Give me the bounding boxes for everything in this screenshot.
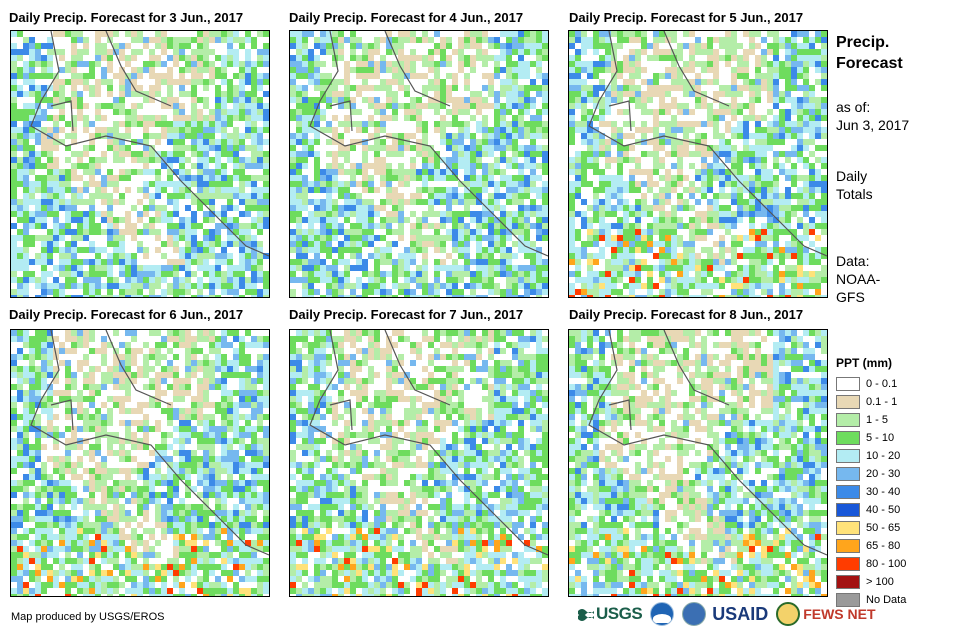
legend-item: 0.1 - 1 — [836, 393, 906, 411]
legend-label: 0 - 0.1 — [866, 378, 898, 390]
legend-swatch — [836, 449, 860, 463]
map-panel-jun5 — [568, 30, 828, 298]
map-panel-jun4 — [289, 30, 549, 298]
legend-swatch — [836, 539, 860, 553]
legend-label: 65 - 80 — [866, 540, 901, 552]
usgs-wave-icon — [578, 609, 594, 621]
legend-label: 30 - 40 — [866, 486, 901, 498]
map-panel-jun7 — [289, 329, 549, 597]
as-of-date: Jun 3, 2017 — [836, 117, 910, 133]
map-panel-jun3 — [10, 30, 270, 298]
legend-swatch — [836, 575, 860, 589]
panel-title-jun3: Daily Precip. Forecast for 3 Jun., 2017 — [9, 10, 244, 25]
legend-title: PPT (mm) — [836, 356, 893, 370]
legend-label: 50 - 65 — [866, 522, 901, 534]
legend-item: No Data — [836, 591, 906, 609]
legend-swatch — [836, 485, 860, 499]
map-panel-jun6 — [10, 329, 270, 597]
legend-swatch — [836, 521, 860, 535]
legend-swatch — [836, 431, 860, 445]
totals-line2: Totals — [836, 186, 873, 202]
legend-item: 5 - 10 — [836, 429, 906, 447]
usaid-logo: USAID — [712, 603, 769, 624]
fews-seal-icon — [776, 602, 801, 626]
legend-item: 65 - 80 — [836, 537, 906, 555]
side-title-line1: Precip. — [836, 34, 890, 51]
usgs-logo: USGS — [578, 604, 643, 624]
precip-map-jun5 — [569, 31, 827, 297]
totals-block: Daily Totals — [836, 167, 873, 203]
legend-swatch — [836, 395, 860, 409]
legend-item: > 100 — [836, 573, 906, 591]
legend-item: 40 - 50 — [836, 501, 906, 519]
panel-title-jun7: Daily Precip. Forecast for 7 Jun., 2017 — [289, 307, 524, 322]
legend-label: 5 - 10 — [866, 432, 895, 444]
legend-label: 1 - 5 — [866, 414, 889, 426]
panel-title-jun4: Daily Precip. Forecast for 4 Jun., 2017 — [289, 10, 524, 25]
legend-item: 10 - 20 — [836, 447, 906, 465]
legend-label: 0.1 - 1 — [866, 396, 898, 408]
legend-label: 80 - 100 — [866, 558, 907, 570]
legend-item: 50 - 65 — [836, 519, 906, 537]
legend-swatch — [836, 593, 860, 607]
side-title: Precip. Forecast — [836, 32, 903, 74]
fews-net-logo: FEWS NET — [803, 606, 876, 622]
data-source-line1: NOAA- — [836, 271, 881, 287]
legend: 0 - 0.1 0.1 - 1 1 - 5 5 - 10 10 - 20 20 - 30 3… — [836, 375, 906, 609]
as-of-block: as of: Jun 3, 2017 — [836, 98, 909, 134]
precip-map-jun6 — [11, 330, 269, 596]
legend-item: 20 - 30 — [836, 465, 906, 483]
data-source-block: Data: NOAA- GFS — [836, 252, 880, 306]
legend-item: 30 - 40 — [836, 483, 906, 501]
panel-title-jun6: Daily Precip. Forecast for 6 Jun., 2017 — [9, 307, 244, 322]
panel-title-jun8: Daily Precip. Forecast for 8 Jun., 2017 — [569, 307, 804, 322]
map-panel-jun8 — [568, 329, 828, 597]
side-title-line2: Forecast — [836, 55, 903, 72]
legend-label: 20 - 30 — [866, 468, 901, 480]
precip-map-jun3 — [11, 31, 269, 297]
nasa-logo-icon — [682, 602, 707, 626]
credit-text: Map produced by USGS/EROS — [11, 611, 165, 623]
legend-item: 1 - 5 — [836, 411, 906, 429]
data-source-line2: GFS — [836, 289, 865, 305]
partner-logos: USGS USAID FEWS NET — [578, 600, 876, 628]
legend-label: No Data — [866, 594, 907, 606]
panel-title-jun5: Daily Precip. Forecast for 5 Jun., 2017 — [569, 10, 804, 25]
legend-swatch — [836, 557, 860, 571]
legend-label: 40 - 50 — [866, 504, 901, 516]
precip-map-jun8 — [569, 330, 827, 596]
legend-item: 80 - 100 — [836, 555, 906, 573]
legend-item: 0 - 0.1 — [836, 375, 906, 393]
precip-map-jun7 — [290, 330, 548, 596]
totals-line1: Daily — [836, 168, 868, 184]
usgs-logo-text: USGS — [596, 604, 643, 623]
legend-swatch — [836, 413, 860, 427]
legend-swatch — [836, 377, 860, 391]
noaa-logo-icon — [650, 602, 675, 626]
as-of-label: as of: — [836, 99, 871, 115]
legend-swatch — [836, 503, 860, 517]
legend-swatch — [836, 467, 860, 481]
legend-label: 10 - 20 — [866, 450, 901, 462]
data-label: Data: — [836, 253, 870, 269]
precip-map-jun4 — [290, 31, 548, 297]
legend-label: > 100 — [866, 576, 894, 588]
